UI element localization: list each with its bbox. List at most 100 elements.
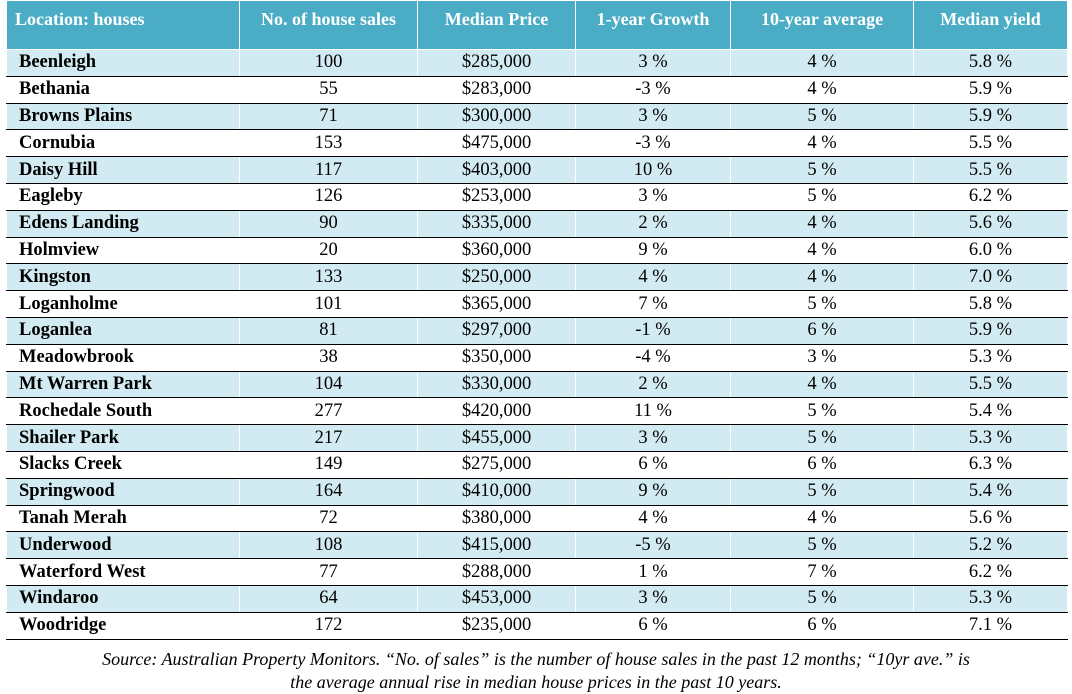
header-1yr-growth: 1-year Growth	[575, 0, 731, 50]
cell-median-yield: 5.2 %	[913, 531, 1068, 560]
house-sales-table: Location: houses No. of house sales Medi…	[6, 0, 1068, 640]
cell-sales: 126	[239, 183, 418, 211]
cell-1yr-growth: 6 %	[575, 451, 731, 479]
cell-sales: 71	[239, 103, 418, 131]
cell-median-yield: 5.5 %	[913, 129, 1068, 158]
cell-10yr-average: 4 %	[730, 49, 914, 77]
cell-location: Loganholme	[6, 290, 240, 318]
cell-median-price: $415,000	[417, 531, 576, 560]
caption-line-1: Source: Australian Property Monitors. “N…	[102, 649, 970, 669]
cell-1yr-growth: 9 %	[575, 237, 731, 265]
cell-sales: 72	[239, 505, 418, 533]
cell-10yr-average: 5 %	[730, 397, 914, 426]
cell-sales: 77	[239, 558, 418, 586]
cell-median-yield: 5.8 %	[913, 290, 1068, 318]
table-row: Daisy Hill 117 $403,000 10 % 5 % 5.5 %	[6, 156, 1068, 184]
table-row: Browns Plains 71 $300,000 3 % 5 % 5.9 %	[6, 103, 1068, 131]
header-sales: No. of house sales	[239, 0, 418, 50]
cell-1yr-growth: 3 %	[575, 103, 731, 131]
cell-location: Cornubia	[6, 129, 240, 158]
cell-10yr-average: 5 %	[730, 531, 914, 560]
cell-10yr-average: 4 %	[730, 237, 914, 265]
header-row: Location: houses No. of house sales Medi…	[6, 0, 1068, 50]
cell-10yr-average: 5 %	[730, 585, 914, 613]
cell-median-price: $283,000	[417, 76, 576, 104]
table-row: Cornubia 153 $475,000 -3 % 4 % 5.5 %	[6, 129, 1068, 158]
cell-median-yield: 5.3 %	[913, 585, 1068, 613]
cell-location: Slacks Creek	[6, 451, 240, 479]
cell-median-yield: 5.9 %	[913, 317, 1068, 345]
cell-1yr-growth: 4 %	[575, 263, 731, 292]
cell-location: Woodridge	[6, 612, 240, 640]
cell-median-yield: 5.5 %	[913, 156, 1068, 184]
cell-median-price: $410,000	[417, 478, 576, 506]
table-row: Edens Landing 90 $335,000 2 % 4 % 5.6 %	[6, 210, 1068, 238]
cell-median-yield: 5.3 %	[913, 344, 1068, 372]
cell-10yr-average: 6 %	[730, 612, 914, 640]
table-row: Meadowbrook 38 $350,000 -4 % 3 % 5.3 %	[6, 344, 1068, 372]
table-row: Underwood 108 $415,000 -5 % 5 % 5.2 %	[6, 531, 1068, 560]
cell-median-price: $250,000	[417, 263, 576, 292]
cell-1yr-growth: -3 %	[575, 129, 731, 158]
table-row: Bethania 55 $283,000 -3 % 4 % 5.9 %	[6, 76, 1068, 104]
cell-location: Meadowbrook	[6, 344, 240, 372]
cell-10yr-average: 4 %	[730, 371, 914, 399]
cell-sales: 55	[239, 76, 418, 104]
cell-1yr-growth: 10 %	[575, 156, 731, 184]
cell-median-price: $475,000	[417, 129, 576, 158]
cell-median-price: $350,000	[417, 344, 576, 372]
cell-location: Waterford West	[6, 558, 240, 586]
table-row: Shailer Park 217 $455,000 3 % 5 % 5.3 %	[6, 424, 1068, 452]
cell-median-yield: 5.3 %	[913, 424, 1068, 452]
cell-sales: 90	[239, 210, 418, 238]
cell-1yr-growth: 1 %	[575, 558, 731, 586]
cell-sales: 64	[239, 585, 418, 613]
cell-median-price: $253,000	[417, 183, 576, 211]
cell-sales: 172	[239, 612, 418, 640]
table-row: Windaroo 64 $453,000 3 % 5 % 5.3 %	[6, 585, 1068, 613]
header-location: Location: houses	[6, 0, 240, 50]
cell-sales: 38	[239, 344, 418, 372]
cell-10yr-average: 3 %	[730, 344, 914, 372]
cell-1yr-growth: 3 %	[575, 183, 731, 211]
cell-location: Springwood	[6, 478, 240, 506]
cell-location: Daisy Hill	[6, 156, 240, 184]
cell-sales: 100	[239, 49, 418, 77]
cell-median-price: $455,000	[417, 424, 576, 452]
cell-sales: 277	[239, 397, 418, 426]
cell-location: Eagleby	[6, 183, 240, 211]
cell-location: Underwood	[6, 531, 240, 560]
cell-sales: 101	[239, 290, 418, 318]
cell-median-price: $285,000	[417, 49, 576, 77]
table-row: Eagleby 126 $253,000 3 % 5 % 6.2 %	[6, 183, 1068, 211]
table-row: Rochedale South 277 $420,000 11 % 5 % 5.4 %	[6, 397, 1068, 426]
cell-location: Browns Plains	[6, 103, 240, 131]
cell-location: Holmview	[6, 237, 240, 265]
table-row: Mt Warren Park 104 $330,000 2 % 4 % 5.5 %	[6, 371, 1068, 399]
table-row: Woodridge 172 $235,000 6 % 6 % 7.1 %	[6, 612, 1068, 640]
cell-median-price: $235,000	[417, 612, 576, 640]
cell-sales: 81	[239, 317, 418, 345]
cell-location: Loganlea	[6, 317, 240, 345]
cell-median-price: $380,000	[417, 505, 576, 533]
cell-10yr-average: 6 %	[730, 451, 914, 479]
table-row: Kingston 133 $250,000 4 % 4 % 7.0 %	[6, 263, 1068, 292]
cell-location: Shailer Park	[6, 424, 240, 452]
cell-sales: 217	[239, 424, 418, 452]
cell-sales: 108	[239, 531, 418, 560]
cell-median-yield: 6.2 %	[913, 558, 1068, 586]
table-row: Loganholme 101 $365,000 7 % 5 % 5.8 %	[6, 290, 1068, 318]
cell-median-yield: 5.5 %	[913, 371, 1068, 399]
table-header: Location: houses No. of house sales Medi…	[6, 0, 1068, 50]
cell-median-price: $403,000	[417, 156, 576, 184]
cell-median-price: $330,000	[417, 371, 576, 399]
cell-location: Windaroo	[6, 585, 240, 613]
cell-sales: 20	[239, 237, 418, 265]
cell-median-price: $360,000	[417, 237, 576, 265]
cell-sales: 133	[239, 263, 418, 292]
cell-10yr-average: 4 %	[730, 210, 914, 238]
cell-location: Edens Landing	[6, 210, 240, 238]
cell-median-price: $335,000	[417, 210, 576, 238]
cell-10yr-average: 4 %	[730, 505, 914, 533]
cell-10yr-average: 4 %	[730, 129, 914, 158]
